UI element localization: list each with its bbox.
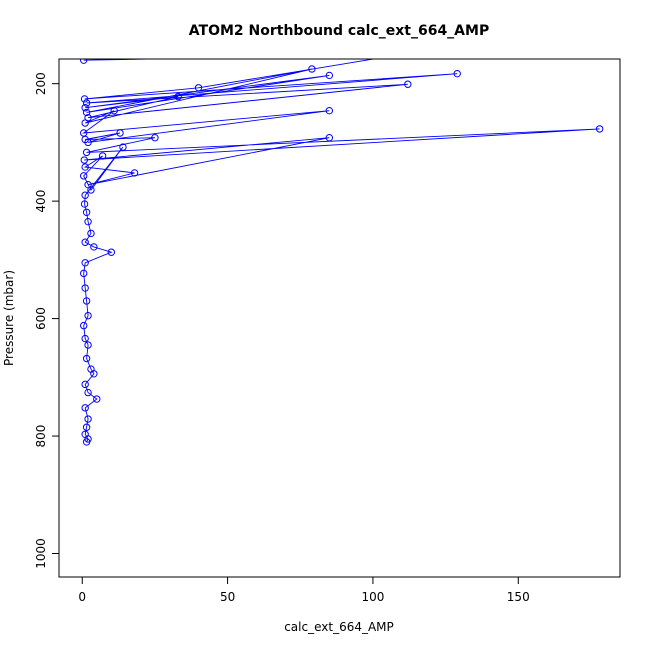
data-point [98,152,107,160]
data-point [87,229,95,238]
data-point [308,65,316,73]
data-point [194,84,203,92]
data-point [82,297,91,305]
data-point [80,321,88,330]
series-line [82,59,600,443]
y-tick-label: 400 [34,190,48,213]
data-point [82,438,91,446]
data-point [81,380,89,389]
y-axis: 200 400 600 800 1000 [34,72,60,569]
data-point [399,51,405,57]
data-point [84,311,92,320]
data-point [325,71,334,80]
data-point [90,370,98,378]
data-point [82,423,91,431]
data-point [151,133,159,142]
y-tick-label: 200 [34,72,48,95]
data-point [81,259,89,267]
data-point [81,119,89,127]
data-point [80,172,88,180]
x-tick-label: 150 [507,590,530,604]
data-point [82,148,91,157]
data-point [82,99,91,107]
data-point [595,125,604,133]
data-point [84,341,92,349]
x-tick-label: 0 [78,590,86,604]
y-axis-label: Pressure (mbar) [2,270,16,366]
data-point [81,191,89,199]
data-point [325,133,334,142]
data-point [82,354,91,363]
x-tick-label: 50 [220,590,235,604]
y-tick-label: 1000 [34,538,48,569]
data-point [119,143,127,151]
data-point [325,106,334,115]
data-point [82,108,91,117]
data-point [81,163,89,171]
data-point [90,243,98,251]
data-point [404,80,412,88]
data-point [81,238,89,246]
plot-frame [58,58,621,578]
data-point [87,186,95,194]
y-tick-label: 800 [34,425,48,448]
data-point [130,169,139,177]
y-tick-label: 600 [34,307,48,330]
x-tick-label: 100 [361,590,384,604]
data-point [81,104,89,112]
data-point [81,334,89,343]
series-layer [80,51,604,446]
data-point [80,200,89,208]
data-point [80,269,88,278]
x-axis-label: calc_ext_664_AMP [284,620,394,634]
data-point [82,208,91,216]
data-point [80,156,88,164]
data-point [453,69,461,78]
data-point [81,284,89,292]
data-point [174,92,182,101]
data-point [80,59,88,64]
data-point [81,135,89,144]
data-point [81,404,89,412]
data-point [84,388,92,397]
data-point [84,415,92,423]
data-point [116,129,124,137]
data-point [107,248,116,256]
data-point [84,217,92,226]
data-point [93,395,101,403]
x-axis: 0 50 100 150 [78,576,530,604]
data-point [80,95,89,103]
chart-title: ATOM2 Northbound calc_ext_664_AMP [189,23,489,39]
data-point [110,106,118,115]
